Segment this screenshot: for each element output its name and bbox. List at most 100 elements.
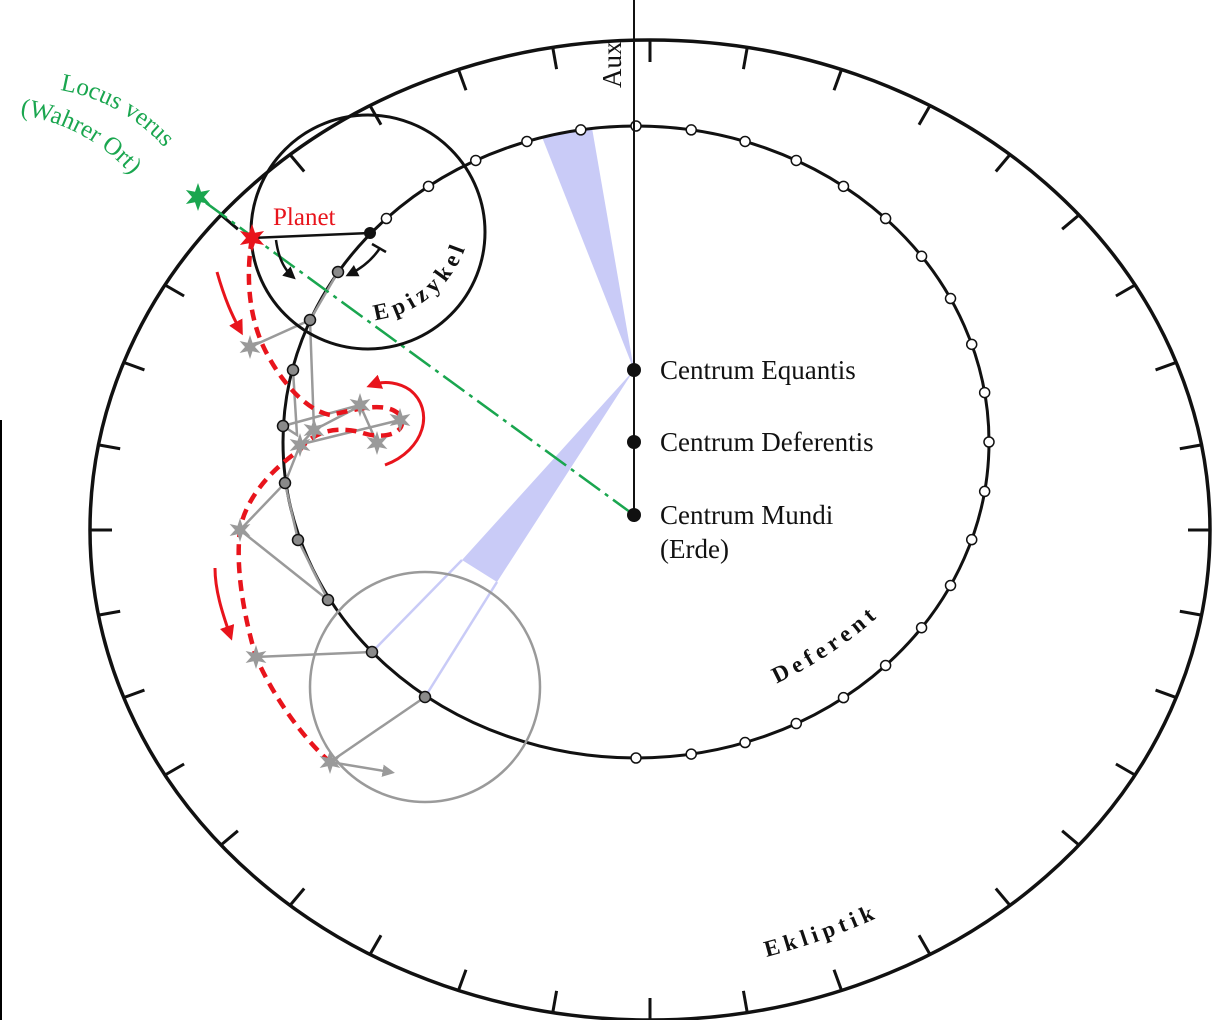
ekliptik-tick (123, 361, 145, 372)
ekliptik-tick (832, 969, 843, 991)
deferent-marker (978, 386, 991, 399)
deferent-marker (944, 292, 957, 305)
deferent-marker (965, 338, 978, 351)
planet-label: Planet (273, 204, 336, 231)
planet-position-star (245, 645, 267, 669)
ekliptik-label: Ekliptik (761, 898, 882, 962)
deferent-marker (739, 736, 751, 749)
deferent-marker (915, 250, 928, 263)
ekliptik-tick (994, 153, 1012, 173)
ekliptik-tick (1179, 609, 1202, 617)
retrograde-construction-lines (239, 271, 426, 777)
ekliptik-ticks (90, 40, 1210, 1020)
planet-position-star (366, 431, 388, 455)
ekliptik-tick (220, 213, 239, 231)
planet-path (236, 237, 405, 764)
epicycle-center (364, 227, 376, 239)
ekliptik-tick (1155, 688, 1177, 699)
centrum-equantis-dot (627, 363, 641, 377)
deferent-marker (630, 752, 642, 764)
ekliptik-tick (917, 934, 932, 956)
epizykel-label: Epizykel (371, 237, 472, 325)
deferent-marker (575, 124, 587, 136)
ekliptik-tick (994, 887, 1012, 907)
ekliptik-tick (741, 990, 749, 1013)
ekliptik-tick (741, 47, 749, 70)
ekliptik-tick (457, 969, 468, 991)
ekliptik-tick (457, 69, 468, 91)
deferent-marker (630, 120, 642, 132)
deferent-marker (469, 154, 482, 167)
deferent-marker (521, 135, 533, 148)
red-arrow-lower (213, 567, 235, 641)
equant-wedge-line-2 (423, 581, 499, 698)
planet-position-star (349, 393, 371, 417)
planet-star (239, 224, 265, 252)
equant-wedge-bottom (462, 370, 634, 582)
deferent-label: Deferent (768, 599, 884, 688)
ekliptik-tick (1061, 829, 1080, 847)
red-arrow-loop (366, 374, 426, 467)
ekliptik-tick (220, 829, 239, 847)
deferent-marker (978, 485, 991, 498)
deferent-marker (879, 659, 892, 672)
ekliptik-tick (1179, 443, 1202, 451)
ekliptik-tick (368, 934, 383, 956)
ekliptik-tick (98, 443, 121, 451)
ghost-epicycle (308, 570, 542, 804)
aux-label: Aux (597, 41, 627, 88)
deferent-rotation-tick (371, 242, 387, 254)
ekliptik-tick (1115, 283, 1136, 298)
ekliptik-tick (1155, 361, 1177, 372)
deferent-marker (879, 212, 892, 225)
planet-positions (229, 335, 411, 774)
deferent-marker (380, 212, 393, 225)
deferent-marker (965, 533, 978, 546)
ekliptik-tick (551, 990, 559, 1013)
equant-wedge-top (542, 128, 634, 370)
centrum-mundi-dot (627, 508, 641, 522)
centrum-deferentis-label: Centrum Deferentis (660, 427, 874, 457)
locus-verus-line (197, 195, 635, 517)
deferent-marker (739, 135, 751, 148)
centrum-deferentis-dot (627, 435, 641, 449)
ekliptik-circle (88, 38, 1212, 1020)
deferent-marker (983, 436, 995, 448)
ekliptik-tick (832, 69, 843, 91)
deferent-marker (837, 691, 850, 704)
deferent-marker (915, 621, 928, 634)
ekliptik-tick (288, 153, 306, 173)
deferent-marker (790, 154, 803, 167)
ekliptik-tick (164, 762, 185, 777)
deferent-epicycle-centers (276, 265, 432, 704)
red-arrow-upper (215, 271, 243, 336)
deferent-marker (944, 579, 957, 592)
deferent-rotation-arrow (345, 247, 382, 277)
centrum-mundi-label: Centrum Mundi (660, 500, 833, 530)
centrum-mundi-sublabel: (Erde) (660, 534, 729, 564)
ekliptik-tick (917, 104, 932, 126)
deferent-marker (422, 180, 435, 193)
ekliptik-tick (1061, 213, 1080, 231)
deferent-marker (790, 717, 803, 730)
ekliptik-tick (288, 887, 306, 907)
planet-position-star (239, 335, 261, 359)
deferent-marker (837, 180, 850, 193)
locus-verus-star (185, 183, 211, 211)
deferent-marker (685, 124, 697, 136)
ekliptik-tick (1115, 762, 1136, 777)
planet-position-star (389, 408, 411, 432)
epicycle-rotation-arrow (274, 239, 296, 280)
planet-position-star (289, 433, 311, 457)
deferent-marker (685, 748, 697, 760)
ekliptik-tick (164, 283, 185, 298)
planet-position-star (319, 750, 341, 774)
ekliptik-tick (98, 609, 121, 617)
epicycle-radius (251, 231, 371, 240)
left-edge-line (0, 420, 2, 1020)
planet-position-star (229, 518, 251, 542)
centrum-equantis-label: Centrum Equantis (660, 355, 856, 385)
planet-position-star (303, 418, 325, 442)
deferent-markers (380, 120, 995, 764)
